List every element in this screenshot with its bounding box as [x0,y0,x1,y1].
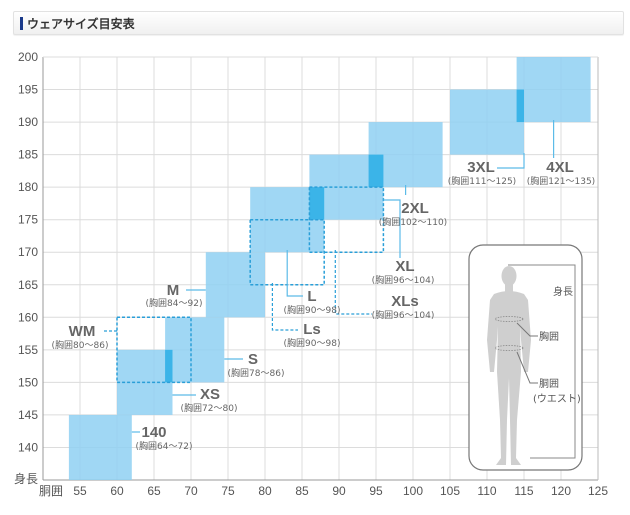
leader-lines [103,120,555,433]
size-label-s: S [248,351,258,368]
overlap-box-xl-2xl [368,154,384,188]
chest-leader [516,322,538,337]
size-label-xl: XL [395,258,414,275]
chest-range-3xl: (胸囲111〜125) [448,175,516,187]
y-tick-label: 190 [18,115,38,129]
section-title: ウェアサイズ目安表 [27,17,135,31]
y-tick-label: 145 [18,408,38,422]
size-label-m: M [167,282,180,299]
leader-xls [334,250,372,315]
y-tick-label: 200 [18,50,38,64]
y-tick-label: 170 [18,245,38,259]
size-box-3xl [450,89,524,155]
y-tick-label: 180 [18,180,38,194]
x-tick-label: 70 [184,484,198,498]
chest-range-s: (胸囲78〜86) [228,367,285,379]
body-silhouette-icon [487,266,531,465]
height-measure-line [508,264,576,459]
overlap-box-3xl-4xl [516,89,524,123]
x-tick-label: 55 [73,484,87,498]
y-tick-label: 175 [18,213,38,227]
x-tick-label: 110 [477,484,496,498]
axis-ticks: 140 145 150 155 160 165 170 175 180 185 190 195 200 身… [14,50,608,498]
y-tick-label: 195 [18,83,38,97]
chest-range-xls: (胸囲96〜104) [372,309,435,321]
leader-xl [383,199,401,258]
chest-range-m: (胸囲84〜92) [146,297,203,309]
legend-waist-sub-label: (ウエスト) [533,393,581,405]
size-label-140: 140 [141,424,166,441]
waist-measure-ring [494,345,524,351]
x-tick-label: 95 [369,484,383,498]
leader-3xl [497,153,525,169]
x-axis-title: 胴囲 [39,484,63,498]
size-label-xls: XLs [391,293,419,310]
y-tick-label: 140 [18,440,38,454]
x-tick-label: 90 [332,484,346,498]
size-box-m [205,252,265,318]
y-tick-label: 185 [18,148,38,162]
body-measurement-legend: 身長 胸囲 胴囲 (ウエスト) [468,244,583,471]
size-box-xls [308,186,385,253]
size-box-4xl [516,57,591,123]
y-tick-label: 155 [18,343,38,357]
chest-range-140: (胸囲64〜72) [136,440,193,452]
legend-height-label: 身長 [553,285,573,298]
y-tick-label: 160 [18,310,38,324]
x-tick-label: 65 [147,484,161,498]
size-label-xs: XS [200,386,220,403]
chest-range-4xl: (胸囲121〜135) [527,175,595,187]
x-tick-label: 105 [440,484,460,498]
y-tick-label: 165 [18,278,38,292]
x-tick-label: 125 [588,484,608,498]
legend-waist-label: 胴囲 [539,378,559,390]
size-label-4xl: 4XL [546,159,574,176]
size-labels: 140(胸囲64〜72) XS(胸囲72〜80) S(胸囲78〜86) M(胸囲84〜… [52,159,596,452]
size-box-140 [68,414,132,480]
chest-range-l: (胸囲90〜98) [284,304,341,316]
legend-chest-label: 胸囲 [539,330,559,343]
size-boxes [68,57,591,480]
x-tick-label: 85 [295,484,309,498]
chest-range-xs: (胸囲72〜80) [181,402,238,414]
size-label-l: L [307,288,316,305]
size-box-wm [116,316,192,384]
chest-range-2xl: (胸囲102〜110) [379,216,447,228]
section-header: ウェアサイズ目安表 [13,11,624,35]
overlap-box-xs-s [165,349,173,383]
chest-range-xl: (胸囲96〜104) [372,274,435,286]
x-tick-label: 80 [258,484,272,498]
leader-l [286,250,303,297]
size-label-3xl: 3XL [467,159,495,176]
chest-range-ls: (胸囲90〜98) [284,337,341,349]
chest-range-wm: (胸囲80〜86) [52,339,109,351]
x-tick-label: 120 [551,484,571,498]
size-box-s [165,317,225,383]
leader-ls [271,283,298,331]
chest-measure-ring [494,316,524,322]
size-label-ls: Ls [303,321,321,338]
x-tick-label: 60 [110,484,124,498]
overlap-box-l-xl [309,187,325,220]
waist-leader [516,351,538,384]
header-accent-bar [20,17,23,30]
size-label-wm: WM [69,323,96,340]
x-tick-label: 100 [403,484,423,498]
size-label-2xl: 2XL [401,200,429,217]
x-tick-label: 75 [221,484,235,498]
y-axis-title: 身長 [14,471,38,486]
x-tick-label: 115 [514,484,533,498]
y-tick-label: 150 [18,375,38,389]
